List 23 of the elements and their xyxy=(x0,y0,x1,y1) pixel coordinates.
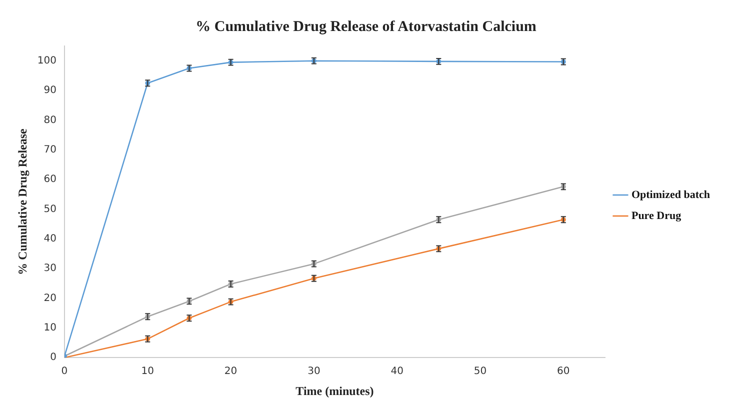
y-tick-label: 50 xyxy=(44,204,56,215)
y-tick-label: 40 xyxy=(44,233,56,244)
y-tick-label: 70 xyxy=(44,144,56,156)
chart-title: % Cumulative Drug Release of Atorvastatin Calcium xyxy=(196,18,537,35)
y-tick-label: 10 xyxy=(44,322,56,334)
x-tick-label: 10 xyxy=(141,366,154,378)
x-tick-label: 30 xyxy=(308,366,320,378)
y-axis-title: % Cumulative Drug Release xyxy=(15,128,30,275)
x-tick-label: 0 xyxy=(61,366,68,378)
x-tick-label: 40 xyxy=(390,366,404,378)
y-tick-label: 20 xyxy=(44,292,56,304)
y-tick-label: 100 xyxy=(37,55,56,66)
x-tick-label: 50 xyxy=(474,366,487,378)
x-tick-label: 20 xyxy=(224,366,238,378)
legend-label: Pure Drug xyxy=(631,210,682,222)
y-tick-label: 0 xyxy=(50,352,56,364)
y-tick-label: 90 xyxy=(44,85,56,96)
y-tick-label: 30 xyxy=(44,263,56,274)
x-axis-title: Time (minutes) xyxy=(296,384,374,398)
y-tick-label: 80 xyxy=(44,114,56,126)
x-tick-label: 60 xyxy=(557,366,570,378)
y-tick-label: 60 xyxy=(44,174,56,186)
legend-label: Optimized batch xyxy=(631,188,710,201)
